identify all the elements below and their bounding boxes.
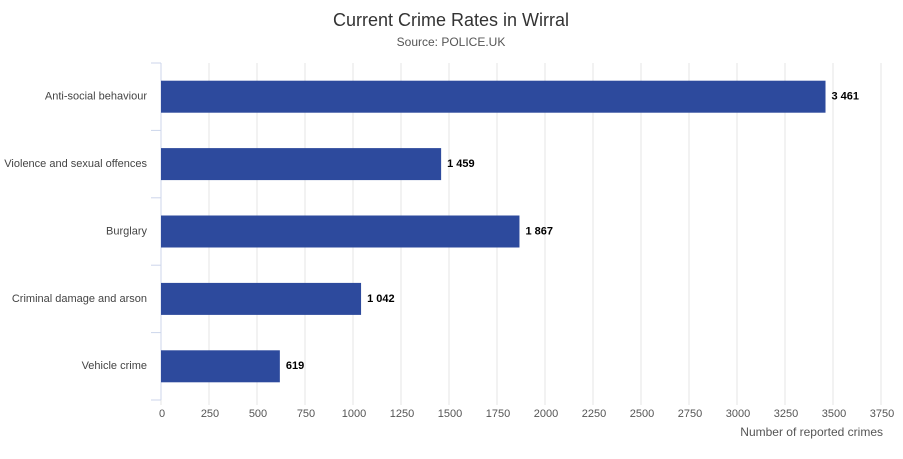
bar bbox=[161, 350, 280, 383]
data-label: 1 459 bbox=[447, 158, 475, 170]
y-tick-label: Anti-social behaviour bbox=[45, 91, 147, 103]
bar bbox=[161, 282, 362, 315]
x-tick-label: 2750 bbox=[678, 408, 702, 420]
data-label: 1 867 bbox=[525, 225, 553, 237]
y-tick-label: Violence and sexual offences bbox=[4, 158, 147, 170]
chart-title: Current Crime Rates in Wirral bbox=[333, 10, 569, 30]
x-tick-label: 3750 bbox=[870, 408, 894, 420]
x-tick-label: 2500 bbox=[630, 408, 654, 420]
x-tick-label: 1250 bbox=[390, 408, 414, 420]
data-label: 3 461 bbox=[832, 91, 860, 103]
y-tick-label: Criminal damage and arson bbox=[12, 293, 147, 305]
x-axis-label: Number of reported crimes bbox=[740, 425, 883, 439]
x-tick-label: 250 bbox=[201, 408, 219, 420]
x-tick-label: 1750 bbox=[486, 408, 510, 420]
x-tick-label: 3000 bbox=[726, 408, 750, 420]
x-tick-label: 500 bbox=[249, 408, 267, 420]
bar bbox=[161, 215, 520, 248]
data-label: 1 042 bbox=[367, 293, 395, 305]
x-tick-label: 0 bbox=[159, 408, 165, 420]
x-tick-label: 3500 bbox=[822, 408, 846, 420]
bar bbox=[161, 80, 826, 113]
chart-subtitle: Source: POLICE.UK bbox=[397, 35, 506, 49]
y-tick-label: Vehicle crime bbox=[82, 360, 147, 372]
x-tick-label: 2250 bbox=[582, 408, 606, 420]
y-tick-label: Burglary bbox=[106, 225, 147, 237]
x-tick-label: 1500 bbox=[438, 408, 462, 420]
data-label: 619 bbox=[286, 360, 304, 372]
x-tick-label: 750 bbox=[297, 408, 315, 420]
bar bbox=[161, 148, 442, 181]
x-tick-label: 3250 bbox=[774, 408, 798, 420]
x-tick-label: 1000 bbox=[342, 408, 366, 420]
x-tick-label: 2000 bbox=[534, 408, 558, 420]
